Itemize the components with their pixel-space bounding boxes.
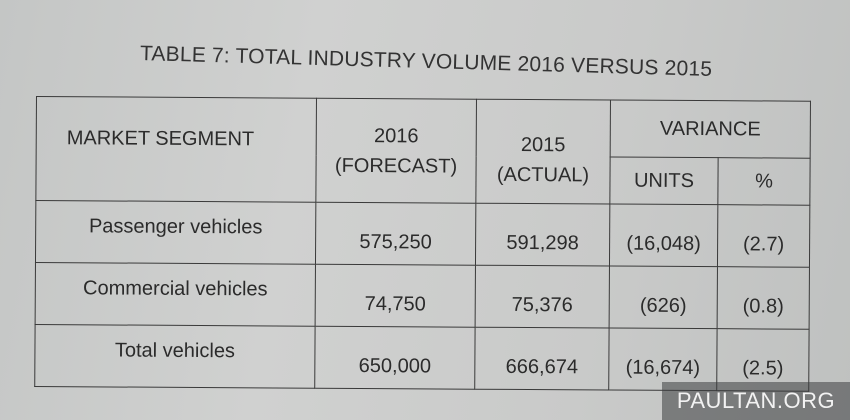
- cell-variance-percent: (0.8): [717, 266, 810, 330]
- cell-forecast-2016: 74,750: [315, 264, 476, 328]
- cell-actual-2015: 591,298: [475, 203, 610, 267]
- header-row-top: MARKET SEGMENT 2016 (FORECAST) 2015 (ACT…: [35, 96, 811, 205]
- table-container: MARKET SEGMENT 2016 (FORECAST) 2015 (ACT…: [34, 96, 811, 392]
- table-row: Passenger vehicles 575,250 591,298 (16,0…: [35, 200, 810, 268]
- header-market-segment: MARKET SEGMENT: [35, 96, 317, 203]
- header-variance-units: UNITS: [609, 157, 719, 205]
- header-variance-percent: %: [717, 157, 811, 206]
- header-2015-label: (ACTUAL): [496, 163, 590, 187]
- table-row: Commercial vehicles 74,750 75,376 (626) …: [35, 262, 810, 330]
- cell-forecast-2016: 650,000: [314, 326, 476, 390]
- watermark-logo: PAULTAN.ORG: [662, 382, 850, 420]
- cell-variance-units: (626): [609, 266, 718, 329]
- header-2015-year: 2015: [520, 133, 566, 157]
- header-2016-forecast: 2016 (FORECAST): [315, 98, 477, 204]
- row-label: Total vehicles: [34, 324, 316, 389]
- cell-actual-2015: 666,674: [474, 327, 610, 391]
- header-2016-year: 2016: [373, 125, 419, 148]
- header-2016-label: (FORECAST): [334, 154, 458, 178]
- cell-variance-units: (16,048): [609, 204, 718, 267]
- table-title: TABLE 7: TOTAL INDUSTRY VOLUME 2016 VERS…: [139, 42, 713, 81]
- row-label: Passenger vehicles: [35, 200, 316, 265]
- cell-actual-2015: 75,376: [475, 265, 610, 329]
- row-label: Commercial vehicles: [35, 262, 316, 327]
- header-2015-actual: 2015 (ACTUAL): [475, 99, 611, 205]
- cell-forecast-2016: 575,250: [315, 202, 476, 266]
- industry-volume-table: MARKET SEGMENT 2016 (FORECAST) 2015 (ACT…: [34, 96, 811, 392]
- cell-variance-percent: (2.7): [717, 204, 810, 268]
- header-variance: VARIANCE: [610, 100, 811, 159]
